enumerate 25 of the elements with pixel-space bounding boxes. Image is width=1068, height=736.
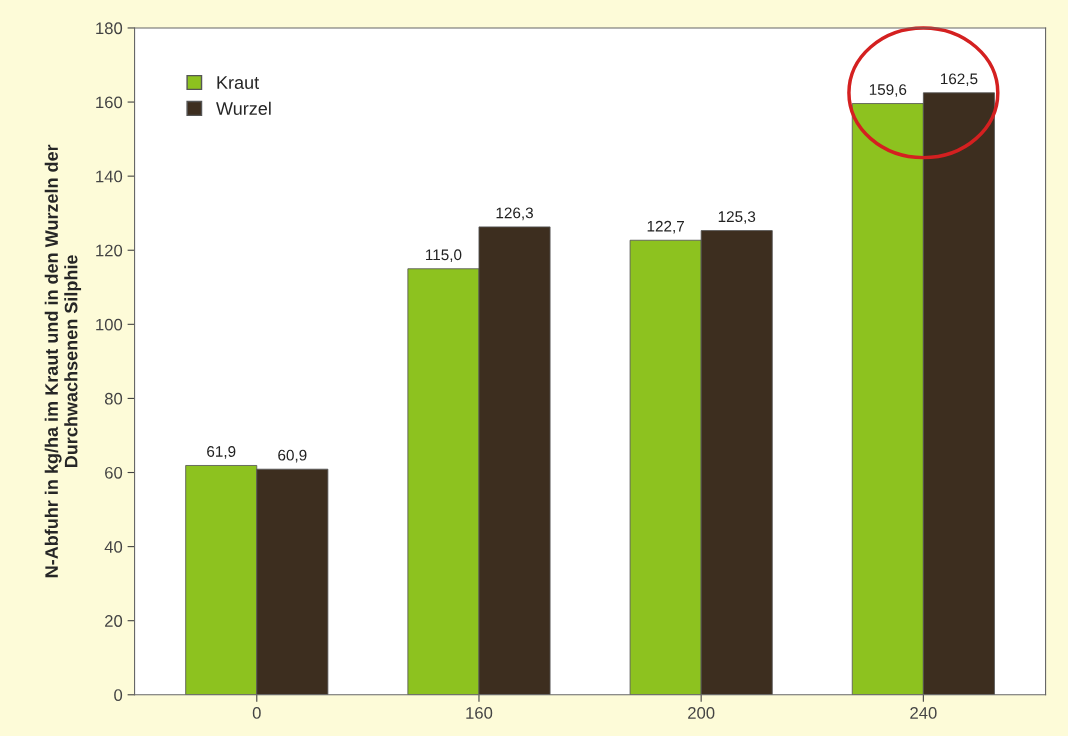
y-axis-title: N-Abfuhr in kg/ha im Kraut und in den Wurzeln der Durchwachsenen Silphie — [44, 144, 82, 578]
data-label: 125,3 — [718, 211, 756, 224]
y-tick-label: 60 — [105, 466, 123, 479]
legend-label: Kraut — [217, 76, 259, 89]
y-tick-label: 20 — [105, 615, 123, 627]
x-tick-label: 0 — [252, 707, 261, 719]
x-tick-label: 160 — [466, 707, 493, 719]
y-tick-label: 120 — [96, 244, 123, 257]
legend-label: Wurzel — [216, 101, 271, 115]
x-tick-label: 240 — [910, 707, 937, 719]
y-tick-label: 100 — [96, 318, 123, 331]
y-tick-label: 180 — [96, 22, 123, 35]
data-label: 122,7 — [647, 220, 684, 234]
data-label: 61,9 — [207, 446, 236, 459]
x-tick-label: 200 — [688, 707, 715, 719]
data-label: 162,5 — [940, 73, 978, 87]
y-tick-label: 140 — [96, 170, 123, 183]
y-tick-label: 160 — [96, 96, 123, 109]
y-tick-label: 40 — [104, 541, 123, 553]
data-label: 115,0 — [426, 249, 462, 262]
y-tick-label: 80 — [104, 392, 123, 405]
data-label: 60,9 — [278, 449, 307, 463]
y-tick-label: 0 — [114, 689, 123, 701]
data-label: 126,3 — [496, 207, 533, 221]
data-label: 159,6 — [869, 84, 907, 97]
